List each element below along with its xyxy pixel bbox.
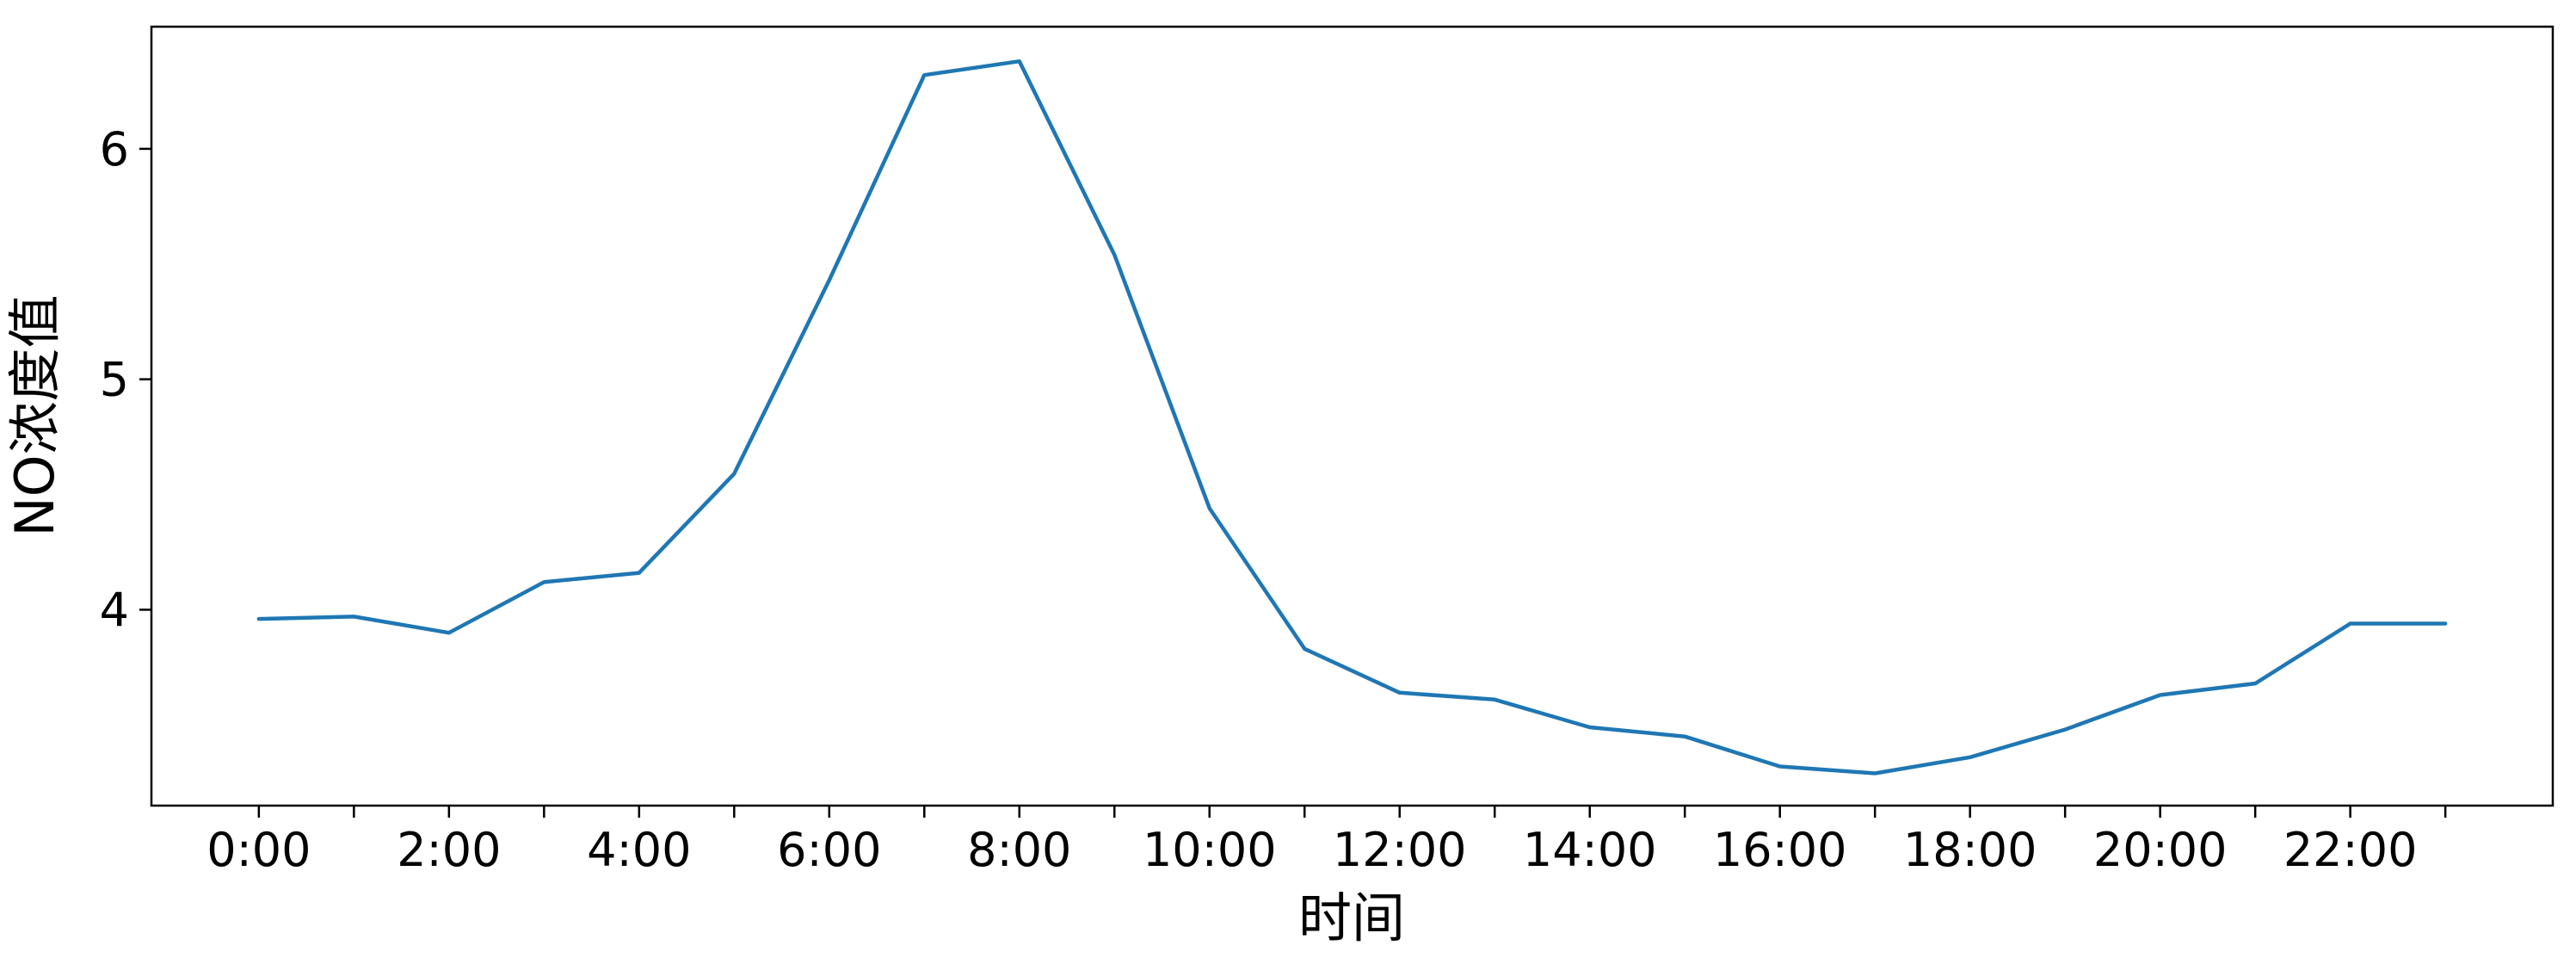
x-tick-label: 6:00	[777, 823, 881, 877]
x-tick-label: 8:00	[967, 823, 1071, 877]
y-tick-label: 4	[100, 583, 129, 637]
x-tick-label: 16:00	[1713, 823, 1847, 877]
y-tick-label: 5	[100, 353, 129, 407]
x-tick-label: 20:00	[2093, 823, 2228, 877]
x-tick-label: 14:00	[1523, 823, 1657, 877]
x-axis-ticks: 0:00 2:00 4:00 6:00 8:00 10:00 12:00 14:00 16:00…	[206, 806, 2447, 877]
y-tick-label: 6	[100, 122, 129, 176]
series-line	[256, 59, 2448, 775]
x-tick-label: 2:00	[397, 823, 501, 877]
x-tick-label: 4:00	[587, 823, 691, 877]
series-layer	[256, 59, 2448, 775]
x-tick-label: 12:00	[1333, 823, 1467, 877]
y-axis-ticks: 4 5 6	[100, 122, 151, 637]
plot-frame	[150, 25, 2554, 807]
y-axis-title: NO浓度值	[3, 294, 66, 536]
x-axis-title: 时间	[1298, 887, 1405, 949]
x-tick-label: 10:00	[1143, 823, 1277, 877]
x-tick-label: 0:00	[206, 823, 311, 877]
x-tick-label: 22:00	[2283, 823, 2418, 877]
x-tick-label: 18:00	[1903, 823, 2037, 877]
